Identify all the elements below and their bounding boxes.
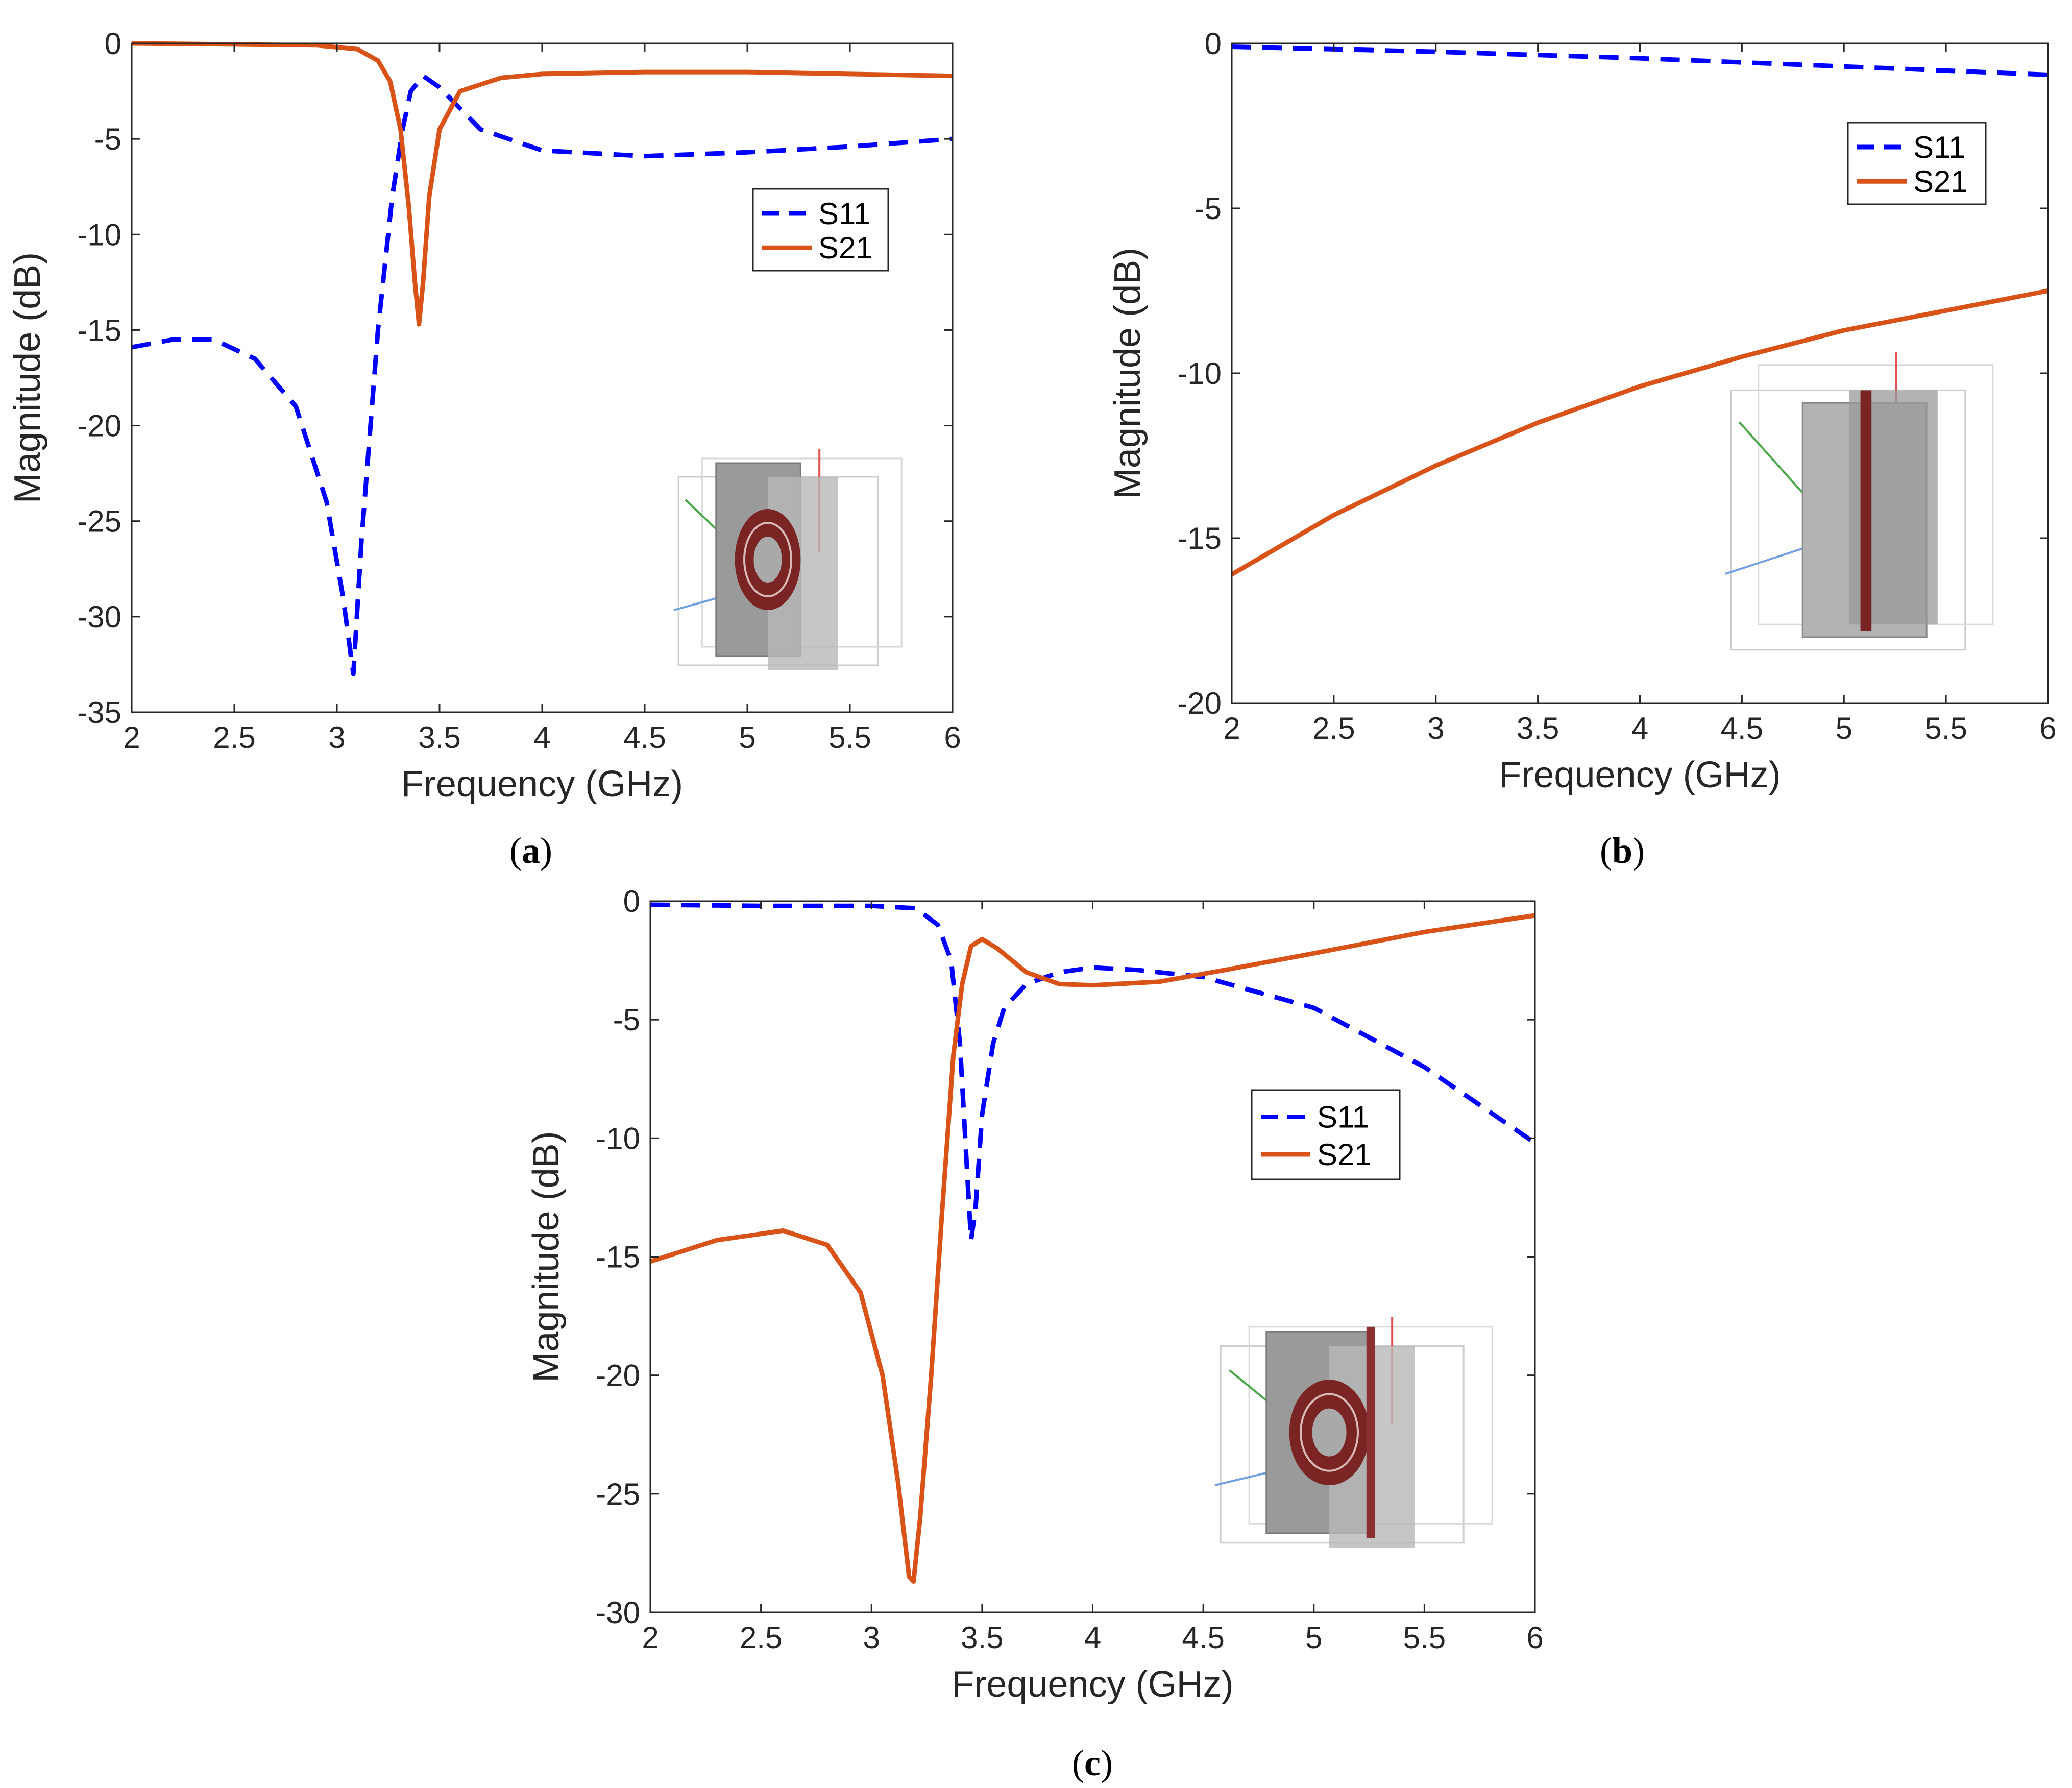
- y-axis-title: Magnitude (dB): [526, 1131, 567, 1382]
- y-tick-label: -30: [77, 600, 121, 634]
- x-tick-label: 3: [863, 1621, 880, 1655]
- series-line-s21: [1230, 288, 2049, 576]
- x-tick-label: 6: [944, 720, 961, 755]
- x-axis-title: Frequency (GHz): [952, 1664, 1233, 1705]
- panel-caption: (a): [509, 830, 552, 871]
- legend-label-s21: S21: [1317, 1138, 1372, 1172]
- series-line-s11: [1231, 44, 2049, 77]
- y-tick-label: 0: [1205, 27, 1222, 61]
- ring-center: [753, 537, 782, 583]
- x-tick-label: 2.5: [213, 720, 255, 755]
- y-tick-label: 0: [105, 27, 121, 61]
- x-tick-label: 5.5: [828, 720, 871, 755]
- y-tick-label: 0: [623, 884, 640, 919]
- series-line-s11: [650, 902, 1537, 1243]
- legend-box: [1847, 122, 1987, 205]
- series-line-s21: [649, 913, 1535, 1584]
- x-tick-label: 5: [1836, 711, 1852, 745]
- y-tick-label: -10: [596, 1121, 640, 1155]
- x-tick-label: 3.5: [961, 1621, 1003, 1655]
- ring-gap: [1300, 1393, 1359, 1472]
- panel-caption: (c): [1072, 1743, 1113, 1783]
- x-axis-title: Frequency (GHz): [401, 764, 683, 805]
- x-tick-label: 2.5: [740, 1621, 782, 1655]
- y-tick-label: -25: [77, 504, 121, 539]
- y-tick-label: -15: [596, 1240, 640, 1274]
- x-axis-title: Frequency (GHz): [1499, 755, 1781, 795]
- inset-3d-model: [673, 449, 903, 670]
- y-tick-label: -20: [596, 1359, 640, 1393]
- x-tick-label: 4: [1084, 1621, 1101, 1655]
- panel-c: 2 2.5 3 3.5 4 4.5 5 5.5 6 0 -5 -10 -15 -20 -25 -30 Frequ…: [526, 884, 1544, 1783]
- x-tick-label: 6: [2039, 711, 2056, 745]
- legend-label-s11: S11: [818, 197, 870, 231]
- x-tick-label: 4.5: [1182, 1621, 1224, 1655]
- x-tick-label: 4.5: [623, 720, 666, 755]
- y-tick-label: -5: [94, 122, 121, 156]
- y-tick-label: -25: [596, 1477, 640, 1511]
- y-tick-label: -20: [1177, 686, 1222, 720]
- legend-label-s21: S21: [1913, 164, 1968, 199]
- panel-caption: (b): [1600, 830, 1645, 871]
- x-tick-label: 4.5: [1721, 711, 1763, 745]
- x-tick-label: 5.5: [1924, 711, 1967, 745]
- x-tick-label: 5: [739, 720, 755, 755]
- legend-box: [1251, 1089, 1401, 1180]
- panel-a: 2 2.5 3 3.5 4 4.5 5 5.5 6 0 -5 -10 -15 -20 -25 -30 -35 Fr…: [7, 27, 961, 871]
- ring-center: [1312, 1408, 1347, 1457]
- y-tick-label: -15: [77, 313, 121, 347]
- y-tick-label: -10: [1177, 356, 1222, 391]
- x-tick-label: 3.5: [418, 720, 460, 755]
- inset-3d-model: [1214, 1317, 1493, 1548]
- metal-strip: [1366, 1326, 1375, 1538]
- legend-label-s11: S11: [1913, 130, 1965, 164]
- legend-label-s21: S21: [818, 231, 873, 265]
- x-tick-label: 5: [1305, 1621, 1322, 1655]
- ring-gap: [743, 522, 792, 597]
- x-tick-label: 2: [642, 1621, 659, 1655]
- y-tick-label: -35: [77, 695, 121, 730]
- y-tick-label: -5: [613, 1003, 640, 1037]
- y-axis-title: Magnitude (dB): [1107, 248, 1148, 499]
- x-tick-label: 3: [328, 720, 345, 755]
- y-tick-label: -10: [77, 218, 121, 252]
- x-tick-label: 3: [1427, 711, 1444, 745]
- x-tick-label: 2: [123, 720, 140, 755]
- x-tick-label: 6: [1526, 1621, 1543, 1655]
- y-tick-label: -5: [1195, 191, 1222, 226]
- x-tick-label: 4: [1631, 711, 1648, 745]
- y-tick-label: -20: [77, 409, 121, 443]
- y-axis-title: Magnitude (dB): [7, 252, 48, 503]
- x-tick-label: 4: [533, 720, 550, 755]
- x-tick-label: 3.5: [1517, 711, 1559, 745]
- legend-label-s11: S11: [1317, 1100, 1369, 1134]
- panel-b: 2 2.5 3 3.5 4 4.5 5 5.5 6 0 -5 -10 -15 -20 Frequency (…: [1107, 27, 2057, 871]
- metal-strip: [1860, 390, 1872, 631]
- x-tick-label: 5.5: [1403, 1621, 1446, 1655]
- series-line-s21: [131, 41, 953, 327]
- legend-box: [752, 188, 889, 272]
- y-tick-label: -15: [1177, 521, 1222, 555]
- y-tick-label: -30: [596, 1596, 640, 1630]
- x-tick-label: 2: [1223, 711, 1240, 745]
- inset-wireframe: [1730, 389, 1966, 651]
- inset-3d-model: [1725, 352, 1994, 651]
- x-tick-label: 2.5: [1312, 711, 1355, 745]
